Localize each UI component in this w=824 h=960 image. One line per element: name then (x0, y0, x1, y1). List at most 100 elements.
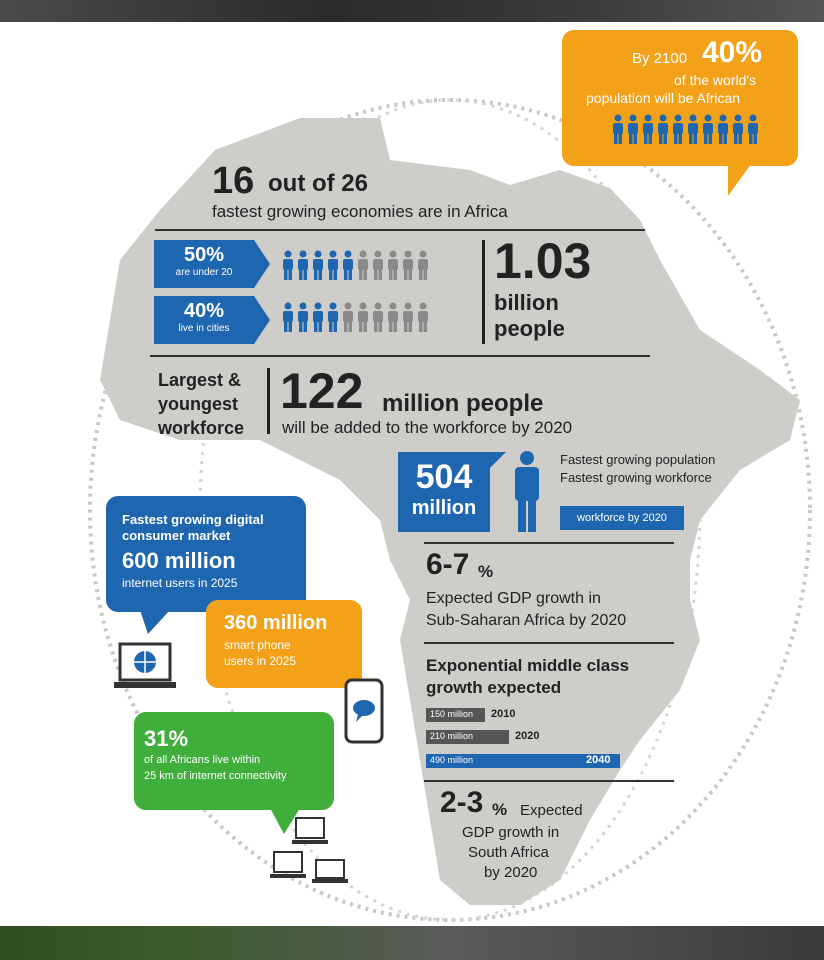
people-number: 1.03 (494, 233, 592, 289)
person-figure-icon (688, 114, 698, 144)
population-2100-bubble-tail (728, 160, 754, 196)
person-figure-icon (718, 114, 728, 144)
middle-class-bar-year: 2020 (515, 730, 540, 742)
economies-sub: fastest growing economies are in Africa (212, 202, 508, 221)
population504-workforce-tag: workforce by 2020 (560, 506, 684, 530)
middle-class-bar (426, 730, 509, 744)
population-2100-bubble: By 2100 40% of the world's population wi… (562, 30, 798, 166)
person-figure-icon (703, 114, 713, 144)
smartphone-number: 360 million (224, 612, 328, 634)
under20-tag-arrow (254, 240, 270, 288)
cities-tag: 40% live in cities (154, 296, 254, 344)
bottom-bar (0, 926, 824, 960)
person-figure-icon (628, 114, 638, 144)
population504-line1: Fastest growing population (560, 452, 716, 467)
population-2100-figures (612, 114, 759, 144)
person-figure-icon (298, 302, 308, 332)
gdp-ssa-value: 6-7 (426, 548, 470, 581)
middle-class-bar-year: 2040 (586, 754, 611, 766)
gdp-ssa-unit: % (478, 562, 494, 581)
population504-tag: 504 million (398, 452, 490, 532)
person-figure-icon (733, 114, 743, 144)
gdp-sa-unit: % (492, 800, 508, 819)
population504-tag-tail (488, 452, 506, 470)
gdp-sa-line2: South Africa (468, 844, 549, 861)
digital-bubble-tail (140, 610, 170, 634)
divider (424, 642, 674, 644)
population504-number: 504 (415, 458, 473, 496)
person-figure-icon (358, 250, 368, 280)
person-figure-icon (358, 302, 368, 332)
workforce-unit: million people (382, 390, 544, 417)
digital-bubble: Fastest growing digital consumer market … (106, 496, 306, 612)
smartphone-line2: users in 2025 (224, 654, 297, 668)
connectivity-line2: 25 km of internet connectivity (144, 770, 287, 782)
under20-percent: 50% (183, 244, 225, 266)
workforce-number: 122 (280, 363, 364, 419)
workforce-sub: will be added to the workforce by 2020 (282, 418, 573, 437)
population504-line2: Fastest growing workforce (560, 470, 712, 485)
person-figure-icon (418, 250, 428, 280)
under20-tag: 50% are under 20 (154, 240, 254, 288)
people-unit2: people (494, 316, 565, 341)
population-2100-prefix: By 2100 (632, 50, 688, 67)
gdp-sa-line3: by 2020 (484, 864, 538, 881)
vertical-divider (267, 368, 270, 434)
smartphone-line1: smart phone (224, 638, 291, 652)
person-figure-icon (658, 114, 668, 144)
middle-class-bar-label: 490 million (430, 755, 474, 765)
gdp-sa-value: 2-3 (440, 786, 484, 819)
cities-label: live in cities (178, 323, 230, 334)
cities-percent: 40% (183, 300, 225, 322)
digital-title1: Fastest growing digital (122, 512, 264, 527)
gdp-ssa-line2: Sub-Saharan Africa by 2020 (426, 612, 627, 629)
middle-class-bar-label: 210 million (430, 731, 474, 741)
network-computers-icon (270, 817, 348, 883)
smartphone-icon (344, 678, 384, 744)
person-figure-icon (313, 302, 323, 332)
person-figure-icon (298, 250, 308, 280)
person-figure-icon (673, 114, 683, 144)
workforce-label2: youngest (158, 394, 239, 414)
digital-number: 600 million (122, 548, 236, 573)
person-figure-icon (403, 302, 413, 332)
digital-sub: internet users in 2025 (122, 576, 238, 590)
population-2100-line1: of the world's (674, 72, 757, 88)
middle-class-bar (426, 708, 485, 722)
person-figure-icon (373, 250, 383, 280)
divider (424, 780, 674, 782)
smartphone-bubble: 360 million smart phone users in 2025 (206, 600, 362, 688)
vertical-divider (482, 240, 485, 344)
middle-class-title2: growth expected (426, 678, 562, 697)
cities-tag-arrow (254, 296, 270, 344)
divider (424, 542, 674, 544)
middle-class-bar-label: 150 million (430, 709, 474, 719)
divider (155, 229, 645, 231)
person-figure-icon (283, 250, 293, 280)
person-figure-icon (328, 250, 338, 280)
person-figure-icon (403, 250, 413, 280)
workforce-label3: workforce (158, 418, 245, 438)
connectivity-percent: 31% (144, 726, 189, 751)
gdp-sa-line1: GDP growth in (462, 824, 560, 841)
middle-class-bar (426, 754, 620, 768)
dotted-globe-outline (88, 98, 812, 922)
person-figure-icon (328, 302, 338, 332)
person-figure-icon (748, 114, 758, 144)
globe-laptop-icon (114, 642, 176, 688)
people-unit: billion (494, 290, 559, 315)
economies-big: 16 (212, 160, 255, 202)
person-figure-icon (313, 250, 323, 280)
connectivity-line1: of all Africans live within (144, 754, 261, 766)
workforce-label1: Largest & (158, 370, 242, 390)
person-figure-icon (418, 302, 428, 332)
person-figure-icon (388, 302, 398, 332)
middle-class-title1: Exponential middle class (426, 656, 630, 675)
middle-class-bar-year: 2010 (491, 708, 516, 720)
connectivity-bubble-tail (270, 808, 300, 834)
under20-label: are under 20 (175, 267, 233, 278)
economies-rest: out of 26 (268, 170, 368, 197)
top-bar (0, 0, 824, 22)
connectivity-bubble: 31% of all Africans live within 25 km of… (134, 712, 334, 810)
digital-title2: consumer market (122, 528, 231, 543)
